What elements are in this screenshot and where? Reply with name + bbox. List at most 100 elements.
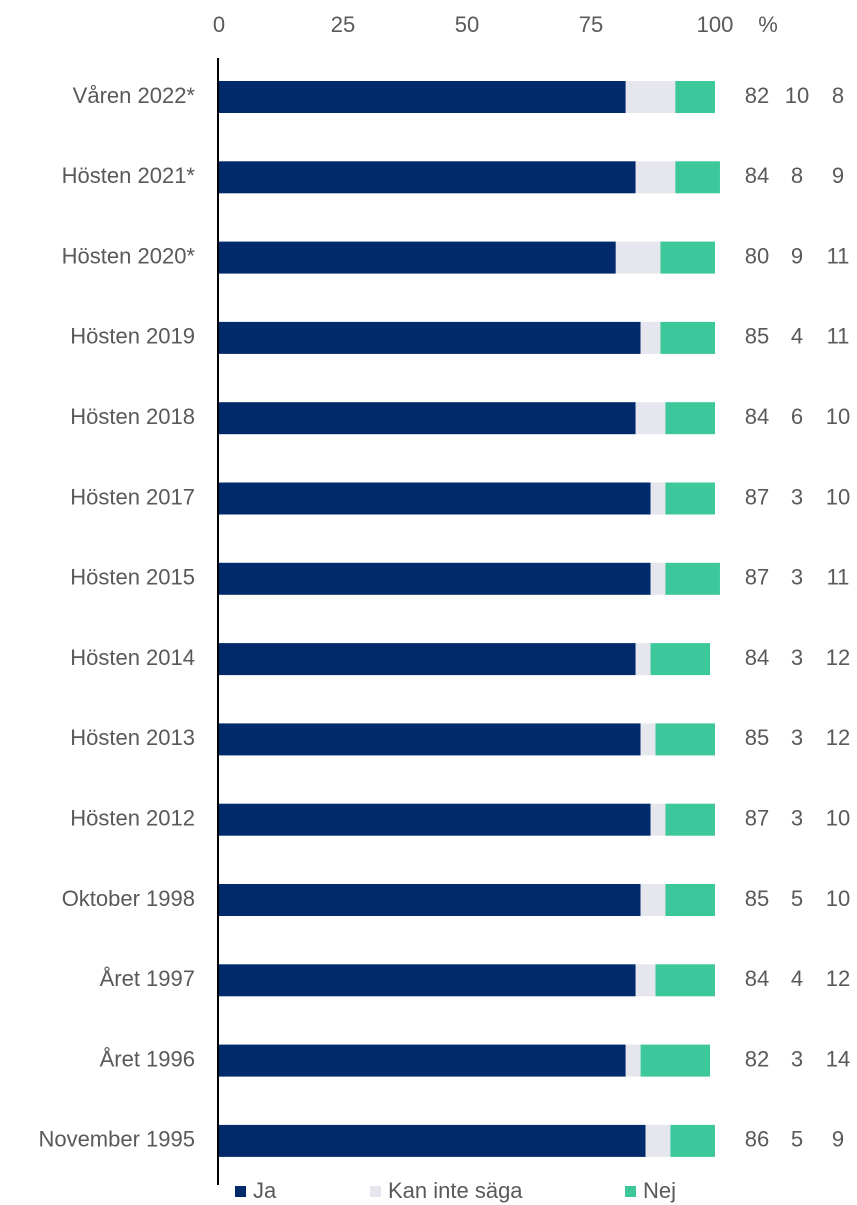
bar-segment bbox=[670, 1124, 715, 1157]
bar-segment bbox=[219, 241, 616, 274]
bar-segment bbox=[665, 562, 720, 595]
x-tick-label: 50 bbox=[455, 12, 479, 37]
bar-segment bbox=[650, 562, 666, 595]
legend-swatch bbox=[625, 1186, 636, 1197]
value-label: 4 bbox=[791, 966, 803, 991]
value-label: 12 bbox=[826, 725, 850, 750]
value-label: 5 bbox=[791, 886, 803, 911]
bar-segment bbox=[675, 81, 715, 113]
legend-swatch bbox=[370, 1186, 381, 1197]
y-tick-label: Året 1997 bbox=[100, 966, 195, 991]
value-label: 10 bbox=[826, 484, 850, 509]
y-tick-label: Våren 2022* bbox=[73, 83, 196, 108]
bar-segment bbox=[640, 723, 656, 756]
value-label: 8 bbox=[791, 163, 803, 188]
value-label: 11 bbox=[827, 324, 850, 349]
y-tick-label: Året 1996 bbox=[100, 1046, 195, 1071]
bar-segment bbox=[665, 803, 715, 836]
bar-segment bbox=[219, 643, 636, 676]
bar-segment bbox=[625, 1044, 641, 1077]
value-label: 10 bbox=[826, 806, 850, 831]
y-tick-label: Hösten 2019 bbox=[70, 324, 195, 349]
bar-segment bbox=[650, 482, 666, 515]
bar-segment bbox=[219, 81, 626, 113]
bar-segment bbox=[219, 723, 641, 756]
bar-segment bbox=[615, 241, 661, 274]
value-label: 9 bbox=[791, 243, 803, 268]
bar-segment bbox=[640, 321, 661, 354]
bar-segment bbox=[640, 1044, 711, 1077]
value-label: 4 bbox=[791, 324, 803, 349]
bar-segment bbox=[665, 482, 715, 515]
bar-segment bbox=[625, 81, 676, 113]
legend-label: Nej bbox=[643, 1178, 676, 1203]
bar-segment bbox=[219, 482, 651, 515]
value-label: 85 bbox=[745, 324, 769, 349]
bar-segment bbox=[219, 321, 641, 354]
value-label: 3 bbox=[791, 806, 803, 831]
x-tick-label: 0 bbox=[213, 12, 225, 37]
value-label: 12 bbox=[826, 966, 850, 991]
unit-label: % bbox=[758, 12, 778, 37]
bar-segment bbox=[650, 803, 666, 836]
bar-segment bbox=[219, 1044, 626, 1077]
value-label: 3 bbox=[791, 1046, 803, 1071]
bar-segment bbox=[655, 723, 715, 756]
bar-segment bbox=[665, 884, 715, 916]
y-tick-label: Hösten 2014 bbox=[70, 645, 195, 670]
bar-segment bbox=[660, 321, 715, 354]
value-label: 6 bbox=[791, 404, 803, 429]
y-tick-label: Hösten 2015 bbox=[70, 565, 195, 590]
y-tick-label: Hösten 2012 bbox=[70, 806, 195, 831]
bar-segment bbox=[660, 241, 715, 274]
value-label: 9 bbox=[832, 1127, 844, 1152]
bar-segment bbox=[655, 964, 715, 997]
value-label: 82 bbox=[745, 83, 769, 108]
bar-segment bbox=[635, 643, 651, 676]
value-label: 85 bbox=[745, 886, 769, 911]
value-label: 87 bbox=[745, 484, 769, 509]
bar-segment bbox=[219, 161, 636, 194]
y-tick-label: Hösten 2020* bbox=[62, 243, 196, 268]
y-tick-label: Hösten 2017 bbox=[70, 484, 195, 509]
value-label: 84 bbox=[745, 163, 769, 188]
legend-label: Kan inte säga bbox=[388, 1178, 523, 1203]
y-tick-label: Hösten 2018 bbox=[70, 404, 195, 429]
y-tick-label: Hösten 2013 bbox=[70, 725, 195, 750]
bar-segment bbox=[219, 803, 651, 836]
x-tick-label: 75 bbox=[579, 12, 603, 37]
y-tick-label: Oktober 1998 bbox=[62, 886, 195, 911]
value-label: 84 bbox=[745, 404, 769, 429]
value-label: 85 bbox=[745, 725, 769, 750]
value-label: 84 bbox=[745, 645, 769, 670]
x-tick-label: 100 bbox=[697, 12, 734, 37]
value-label: 3 bbox=[791, 484, 803, 509]
bar-segment bbox=[635, 964, 656, 997]
value-label: 3 bbox=[791, 645, 803, 670]
value-label: 82 bbox=[745, 1046, 769, 1071]
x-tick-label: 25 bbox=[331, 12, 355, 37]
value-label: 87 bbox=[745, 565, 769, 590]
value-label: 3 bbox=[791, 565, 803, 590]
value-label: 80 bbox=[745, 243, 769, 268]
value-label: 11 bbox=[827, 243, 850, 268]
bar-segment bbox=[650, 643, 711, 676]
value-label: 10 bbox=[826, 886, 850, 911]
bar-segment bbox=[665, 402, 715, 435]
bar-segment bbox=[219, 1124, 646, 1157]
bar-segment bbox=[219, 964, 636, 997]
bar-segment bbox=[219, 562, 651, 595]
bar-segment bbox=[635, 161, 676, 194]
bar-segment bbox=[640, 884, 666, 916]
value-label: 3 bbox=[791, 725, 803, 750]
bar-segment bbox=[635, 402, 666, 435]
value-label: 11 bbox=[827, 565, 850, 590]
bar-segment bbox=[219, 402, 636, 435]
value-label: 86 bbox=[745, 1127, 769, 1152]
value-label: 12 bbox=[826, 645, 850, 670]
bar-segment bbox=[675, 161, 720, 194]
value-label: 10 bbox=[826, 404, 850, 429]
y-tick-label: Hösten 2021* bbox=[62, 163, 196, 188]
bar-segment bbox=[645, 1124, 671, 1157]
